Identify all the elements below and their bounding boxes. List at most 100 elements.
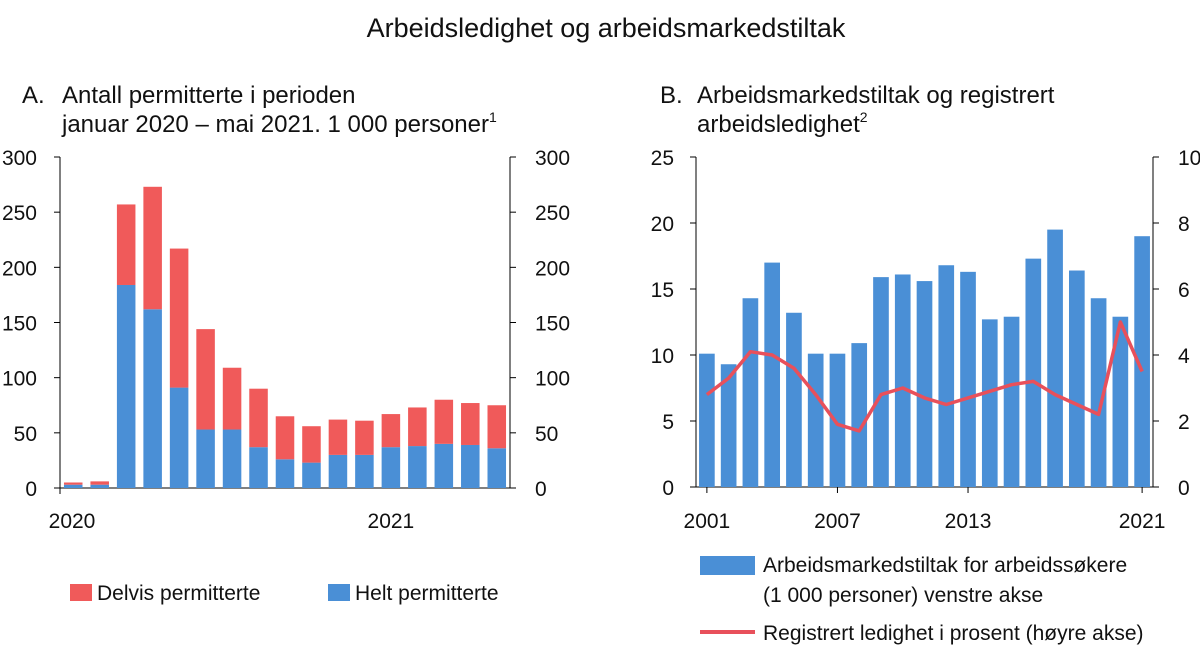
legend-swatch-helt bbox=[328, 584, 350, 601]
panel-b-right-tick-label: 0 bbox=[1178, 477, 1190, 500]
panel-a-right-tick-label: 0 bbox=[535, 478, 547, 501]
legend-label-tiltak-line2: (1 000 personer) venstre akse bbox=[763, 584, 1043, 607]
bar-arbeidsmarkedstiltak bbox=[1025, 258, 1042, 487]
bar-helt-permitterte bbox=[302, 462, 321, 488]
panel-a-left-tick-label: 0 bbox=[25, 478, 37, 501]
bar-arbeidsmarkedstiltak bbox=[1090, 298, 1107, 487]
panel-a-left-tick-label: 50 bbox=[14, 423, 37, 446]
bar-helt-permitterte bbox=[249, 447, 268, 488]
bar-delvis-permitterte bbox=[90, 481, 109, 485]
bar-delvis-permitterte bbox=[434, 399, 454, 444]
bar-arbeidsmarkedstiltak bbox=[786, 312, 802, 487]
panel-b-right-tick-label: 6 bbox=[1178, 279, 1190, 302]
line-registrert-ledighet bbox=[705, 320, 1144, 433]
bar-helt-permitterte bbox=[63, 484, 83, 488]
panel-b-title-line2-wrap: arbeidsledighet2 bbox=[697, 109, 868, 138]
panel-a-title-line2: januar 2020 – mai 2021. 1 000 personer bbox=[61, 111, 489, 138]
bar-delvis-permitterte bbox=[275, 416, 295, 460]
bar-arbeidsmarkedstiltak bbox=[699, 353, 715, 487]
bar-delvis-permitterte bbox=[116, 204, 136, 285]
panel-a-right-tick-label: 100 bbox=[535, 368, 570, 391]
panel-a-left-tick-label: 100 bbox=[2, 368, 37, 391]
panel-b-chart: 0 5 10 15 20 25 0 2 4 6 8 10 2001 2007 2013 2021 bbox=[651, 147, 1200, 533]
panel-a-left-tick-label: 150 bbox=[2, 313, 37, 336]
panel-a-right-tick-label: 150 bbox=[535, 313, 570, 336]
panel-a-right-tick-label: 50 bbox=[535, 423, 558, 446]
bar-delvis-permitterte bbox=[328, 419, 348, 455]
bar-helt-permitterte bbox=[381, 447, 401, 488]
panel-b-right-tick-label: 2 bbox=[1178, 411, 1190, 434]
bar-arbeidsmarkedstiltak bbox=[916, 281, 933, 487]
panel-a-x-tick-label: 2021 bbox=[368, 510, 415, 533]
panel-a-right-tick-label: 250 bbox=[535, 202, 570, 225]
bar-helt-permitterte bbox=[196, 429, 215, 488]
bar-arbeidsmarkedstiltak bbox=[960, 271, 976, 487]
bar-arbeidsmarkedstiltak bbox=[1068, 270, 1085, 487]
panel-b-left-tick-label: 0 bbox=[662, 477, 674, 500]
bar-delvis-permitterte bbox=[355, 420, 374, 455]
bar-helt-permitterte bbox=[222, 429, 242, 488]
bar-helt-permitterte bbox=[408, 446, 427, 488]
panel-b-left-tick-label: 5 bbox=[662, 411, 674, 434]
panel-a-left-tick-label: 250 bbox=[2, 202, 37, 225]
bar-helt-permitterte bbox=[461, 444, 480, 488]
panel-a-label: A. bbox=[22, 82, 45, 109]
bar-delvis-permitterte bbox=[381, 414, 401, 448]
bar-arbeidsmarkedstiltak bbox=[981, 319, 998, 487]
bar-arbeidsmarkedstiltak bbox=[938, 265, 955, 487]
panel-b-left-tick-label: 20 bbox=[651, 213, 674, 236]
panel-a-x-tick-label: 2020 bbox=[49, 510, 96, 533]
bar-arbeidsmarkedstiltak bbox=[807, 353, 824, 487]
legend-label-ledighet: Registrert ledighet i prosent (høyre aks… bbox=[763, 622, 1144, 645]
bar-delvis-permitterte bbox=[222, 367, 242, 430]
panel-a-title-line1: Antall permitterte i perioden bbox=[62, 82, 355, 109]
bar-arbeidsmarkedstiltak bbox=[1134, 236, 1150, 487]
panel-b-title-line2: arbeidsledighet bbox=[697, 111, 860, 138]
bar-arbeidsmarkedstiltak bbox=[1047, 229, 1063, 487]
panel-a-right-tick-label: 300 bbox=[535, 147, 570, 170]
bar-arbeidsmarkedstiltak bbox=[1003, 316, 1020, 487]
bar-delvis-permitterte bbox=[408, 407, 427, 447]
panel-a-right-tick-label: 200 bbox=[535, 257, 570, 280]
bar-delvis-permitterte bbox=[143, 186, 162, 310]
panel-a-left-tick-label: 300 bbox=[2, 147, 37, 170]
bar-helt-permitterte bbox=[275, 459, 295, 488]
panel-a-chart: 0 0 50 50 100 100 150 150 200 200 250 250 300 300 2020… bbox=[2, 147, 570, 533]
bar-delvis-permitterte bbox=[249, 388, 268, 448]
bar-arbeidsmarkedstiltak bbox=[894, 274, 911, 487]
bar-arbeidsmarkedstiltak bbox=[764, 262, 781, 487]
panel-b-x-tick-label: 2007 bbox=[814, 510, 861, 533]
panel-b-x-tick-label: 2001 bbox=[684, 510, 731, 533]
panel-b-right-tick-label: 4 bbox=[1178, 345, 1190, 368]
legend-label-tiltak-line1: Arbeidsmarkedstiltak for arbeidssøkere bbox=[763, 554, 1127, 577]
bar-delvis-permitterte bbox=[302, 426, 321, 463]
bar-helt-permitterte bbox=[434, 443, 454, 488]
legend-label-delvis: Delvis permitterte bbox=[97, 582, 260, 605]
panel-b-left-tick-label: 15 bbox=[651, 279, 674, 302]
panel-b-label: B. bbox=[660, 82, 683, 109]
legend-swatch-delvis bbox=[70, 584, 92, 601]
bar-delvis-permitterte bbox=[487, 405, 507, 449]
bar-helt-permitterte bbox=[328, 454, 348, 488]
bar-helt-permitterte bbox=[487, 448, 507, 488]
bar-arbeidsmarkedstiltak bbox=[851, 343, 868, 487]
bar-arbeidsmarkedstiltak bbox=[720, 364, 737, 487]
panel-a-left-tick-label: 200 bbox=[2, 257, 37, 280]
bar-delvis-permitterte bbox=[461, 403, 480, 445]
bar-arbeidsmarkedstiltak bbox=[1112, 316, 1129, 487]
bar-delvis-permitterte bbox=[63, 482, 83, 485]
panel-b-footnote-sup: 2 bbox=[860, 109, 868, 125]
panel-a-footnote-sup: 1 bbox=[489, 109, 497, 125]
bar-helt-permitterte bbox=[355, 454, 374, 488]
panel-b-title-line1: Arbeidsmarkedstiltak og registrert bbox=[697, 82, 1055, 109]
bar-helt-permitterte bbox=[143, 309, 162, 488]
legend-swatch-tiltak bbox=[700, 556, 755, 575]
panel-b-x-tick-label: 2013 bbox=[945, 510, 992, 533]
bar-helt-permitterte bbox=[169, 387, 189, 488]
panel-b-right-tick-label: 8 bbox=[1178, 213, 1190, 236]
bar-delvis-permitterte bbox=[169, 248, 189, 388]
bar-arbeidsmarkedstiltak bbox=[873, 277, 889, 487]
bar-arbeidsmarkedstiltak bbox=[829, 353, 846, 487]
panel-b-left-tick-label: 25 bbox=[651, 147, 674, 170]
